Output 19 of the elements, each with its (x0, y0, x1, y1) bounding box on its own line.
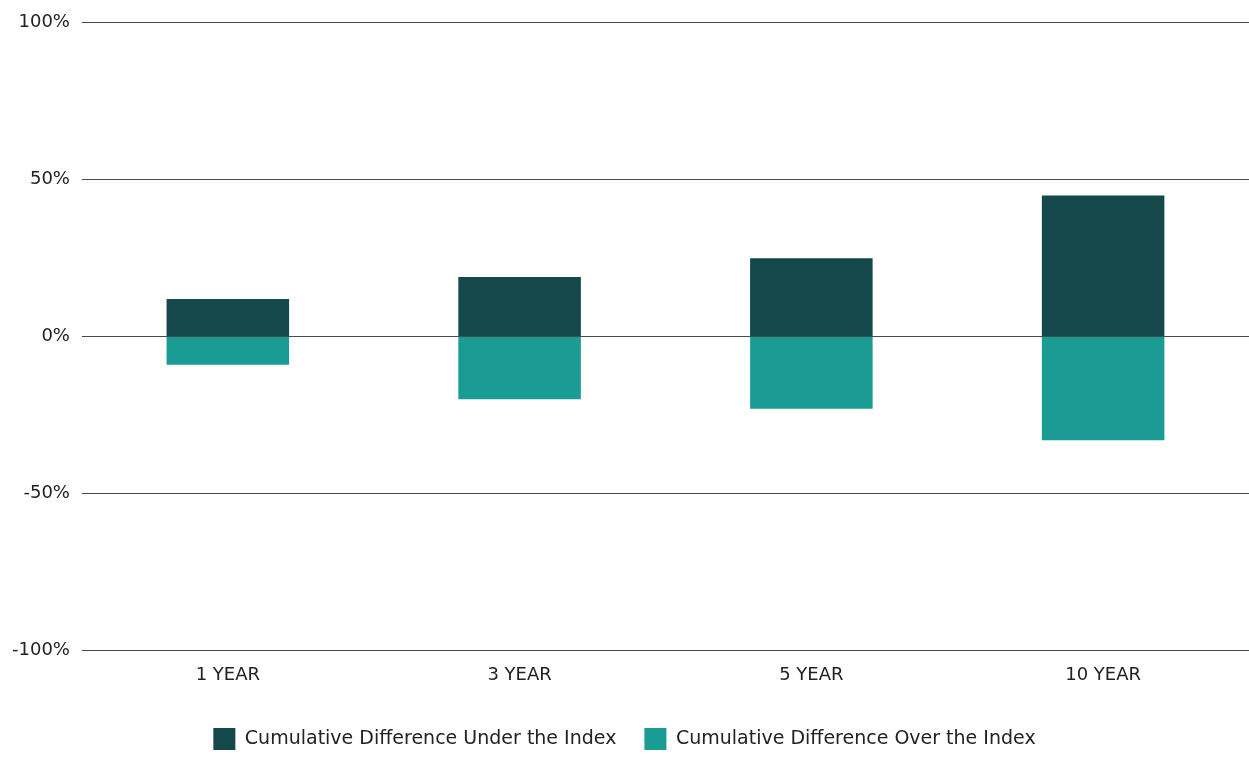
y-tick-label: -50% (23, 481, 70, 503)
bar (458, 276, 581, 337)
bar (750, 337, 873, 409)
y-tick-label: 50% (29, 167, 70, 189)
legend-label: Cumulative Difference Under the Index (244, 725, 617, 748)
bar (166, 298, 290, 337)
x-tick-label: 3 YEAR (487, 662, 552, 684)
x-tick-label: 1 YEAR (195, 662, 261, 684)
bar (1041, 195, 1165, 337)
x-tick-label: 10 YEAR (1065, 662, 1142, 684)
y-tick-label: -100% (11, 638, 70, 660)
bar (750, 258, 873, 337)
x-tick-label: 5 YEAR (779, 662, 844, 684)
bar (166, 337, 290, 365)
bar (458, 337, 581, 400)
y-tick-label: 100% (18, 10, 70, 32)
y-tick-label: 0% (41, 324, 70, 346)
legend-label: Cumulative Difference Over the Index (675, 725, 1036, 748)
bar (1041, 337, 1165, 441)
